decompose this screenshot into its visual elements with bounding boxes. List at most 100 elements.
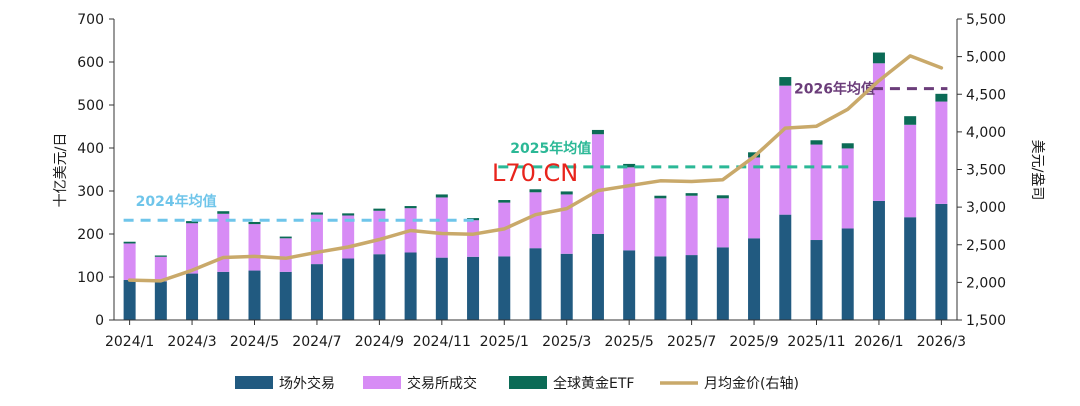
bar-etf [779,77,792,86]
y-tick-label-left: 300 [77,184,104,200]
bar-etf [685,193,698,196]
bar-otc [748,238,761,320]
gold-price-line-layer [127,54,944,283]
bar-exchange [779,85,792,215]
bars [123,52,948,320]
x-tick-label: 2024/5 [230,334,279,350]
y-tick-label-left: 100 [77,270,104,286]
bar-exchange [685,195,698,256]
bar-etf [373,208,386,211]
y-tick-label-right: 3,000 [966,200,1006,216]
average-lines: 2024年均值 2025年均值 2026年均值 [123,81,948,222]
y-axis-title-left: 十亿美元/日 [53,133,69,208]
bar-exchange [904,124,917,218]
y-tick-label-right: 1,500 [966,313,1006,329]
bar-otc [716,247,729,320]
x-tick-label: 2024/11 [413,334,471,350]
bar-otc [123,280,136,320]
y-tick-label-left: 400 [77,141,104,157]
y-tick-label-left: 0 [95,313,104,329]
bar-exchange [248,224,261,271]
bar-otc [467,256,480,320]
bar-etf [591,129,604,135]
bar-exchange [435,197,448,258]
bar-exchange [841,148,854,229]
bar-otc [810,240,823,320]
y-tick-label-right: 2,000 [966,275,1006,291]
bar-exchange [310,214,323,265]
bar-exchange [591,134,604,234]
bar-exchange [935,101,948,204]
bar-otc [310,264,323,320]
bar-otc [623,250,636,320]
x-tick-label: 2025/1 [480,334,529,350]
y-tick-label-right: 5,000 [966,50,1006,66]
bar-otc [498,256,511,320]
bar-etf [342,213,355,216]
bar-exchange [560,194,573,254]
bar-otc [404,252,417,320]
bar-exchange [373,210,386,255]
y-tick-label-left: 200 [77,227,104,243]
axes: 0 100 200 300 400 500 600 700 1,500 2,000 2,500 3,0… [77,12,1006,350]
bar-otc [935,203,948,320]
bar-etf [872,52,885,64]
bar-otc [279,271,292,320]
bar-exchange [154,256,167,282]
bar-exchange [716,198,729,248]
bar-otc [186,273,199,320]
bar-etf [310,212,323,215]
y-tick-label-left: 700 [77,12,104,28]
bar-otc [779,214,792,320]
bar-exchange [279,238,292,272]
bar-etf [217,211,230,214]
bar-otc [342,258,355,320]
bar-etf [716,195,729,199]
bar-otc [435,257,448,320]
bar-exchange [342,215,355,259]
watermark: L70.CN [492,159,578,187]
bar-otc [654,256,667,320]
bar-etf [841,143,854,149]
bar-otc [217,271,230,320]
bar-otc [560,253,573,320]
y-tick-label-left: 500 [77,98,104,114]
legend-swatch [363,376,401,389]
x-tick-label: 2024/1 [105,334,154,350]
x-tick-label: 2024/9 [355,334,404,350]
bar-otc [248,270,261,320]
bar-exchange [623,167,636,251]
bar-otc [373,254,386,320]
legend-gold-price: 月均金价(右轴) [660,376,799,392]
gold-price-line [127,54,944,283]
bar-etf [123,241,136,244]
bar-otc [685,255,698,320]
bar-etf [529,189,542,193]
bar-otc [841,228,854,320]
legend-etf: 全球黄金ETF [509,375,634,392]
y-tick-label-right: 3,500 [966,163,1006,179]
y-tick-label-right: 2,500 [966,238,1006,254]
legend: 场外交易 交易所成交 全球黄金ETF 月均金价(右轴) [235,375,799,392]
bar-etf [248,221,261,225]
legend-otc: 场外交易 [235,375,335,392]
y-tick-label-left: 600 [77,55,104,71]
bar-exchange [748,157,761,239]
bar-etf [186,221,199,224]
bar-etf [623,163,636,168]
average-label: 2026年均值 [794,81,875,98]
bar-otc [529,248,542,320]
bar-etf [904,116,917,125]
bar-etf [279,236,292,239]
x-tick-label: 2025/3 [542,334,591,350]
x-tick-label: 2026/3 [917,334,966,350]
bar-exchange [529,192,542,249]
y-tick-label-right: 4,500 [966,87,1006,103]
y-tick-label-right: 4,000 [966,125,1006,141]
bar-exchange [217,213,230,272]
bar-otc [904,217,917,320]
bar-exchange [467,220,480,257]
legend-swatch [509,376,547,389]
x-tick-label: 2025/7 [667,334,716,350]
